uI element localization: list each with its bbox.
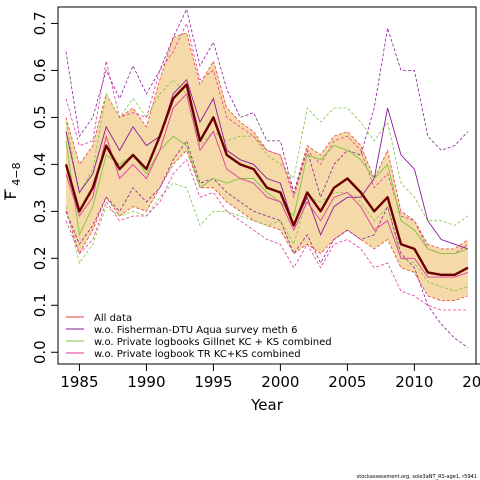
series-line-1 [65,78,469,250]
y-axis-title: F 4−8 [2,162,23,200]
x-tick-label: 2010 [395,373,433,391]
uncertainty-band [66,32,468,301]
y-tick-label: 0.3 [31,199,49,223]
y-axis-title-sub: 4−8 [10,162,23,185]
bound-upper-3 [65,22,469,255]
bound-lines [65,8,469,348]
plot-area [64,8,469,348]
main-series-layer [64,83,469,276]
legend-label: w.o. Private logbooks Gillnet KC + KS co… [94,337,332,348]
x-tick-label: 1985 [60,373,98,391]
main-series-line [64,83,469,276]
legend-label: All data [94,313,132,324]
bound-upper-0 [65,32,469,250]
series-line-3 [65,92,469,278]
bound-lower-1 [65,140,469,348]
bound-upper-2 [65,79,469,226]
x-axis: 1985 1990 1995 2000 2005 2010 2015 [60,363,480,391]
y-axis-title-main: F [2,191,20,200]
confidence-band [66,32,468,301]
y-tick-label: 0.0 [31,340,49,364]
x-tick-label: 1995 [194,373,232,391]
y-axis: 0.0 0.1 0.2 0.3 0.4 0.5 0.6 0.7 [31,12,59,364]
x-tick-label: 1990 [127,373,165,391]
legend-label: w.o. Private logbook TR KC+KS combined [94,349,301,360]
x-axis-title: Year [250,396,284,414]
y-tick-label: 0.7 [31,12,49,36]
y-tick-label: 0.2 [31,246,49,270]
y-tick-label: 0.4 [31,152,49,176]
footer-credit: stockassessment.org, sole3aNT_RS-age1, r… [357,474,477,480]
x-tick-label: 2005 [328,373,366,391]
x-tick-label: 2015 [462,373,480,391]
y-tick-label: 0.5 [31,105,49,129]
x-tick-label: 2000 [261,373,299,391]
y-tick-label: 0.1 [31,293,49,317]
y-tick-label: 0.6 [31,58,49,82]
legend-label: w.o. Fisherman-DTU Aqua survey meth 6 [94,325,297,336]
bound-lower-0 [65,149,469,302]
bound-lower-2 [65,182,469,292]
bound-lower-3 [65,158,468,311]
